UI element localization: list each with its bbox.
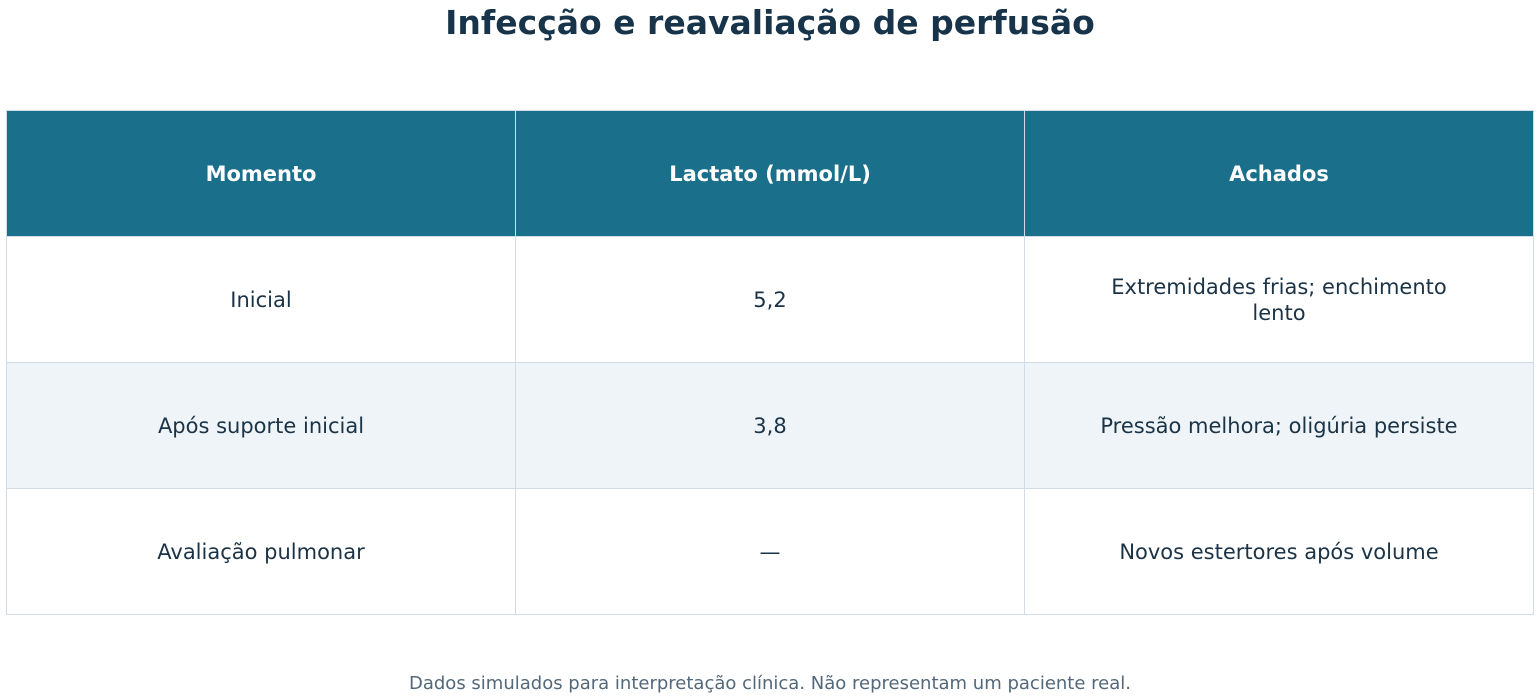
- table-row: Avaliação pulmonar — Novos estertores ap…: [6, 488, 1534, 615]
- table-cell: Pressão melhora; oligúria persiste: [1024, 362, 1534, 489]
- header-cell-lactato: Lactato (mmol/L): [515, 110, 1025, 237]
- table-cell: Após suporte inicial: [6, 362, 516, 489]
- table-cell: Novos estertores após volume: [1024, 488, 1534, 615]
- header-cell-achados: Achados: [1024, 110, 1534, 237]
- table-cell: 5,2: [515, 236, 1025, 363]
- table-cell: Avaliação pulmonar: [6, 488, 516, 615]
- header-row: Momento Lactato (mmol/L) Achados: [6, 110, 1534, 237]
- chart-title: Infecção e reavaliação de perfusão: [445, 3, 1095, 42]
- table-cell: Inicial: [6, 236, 516, 363]
- table-cell: 3,8: [515, 362, 1025, 489]
- data-table: Momento Lactato (mmol/L) Achados Inicial…: [6, 110, 1534, 615]
- table-cell: Extremidades frias; enchimento lento: [1024, 236, 1534, 363]
- header-cell-momento: Momento: [6, 110, 516, 237]
- table-row: Inicial 5,2 Extremidades frias; enchimen…: [6, 236, 1534, 363]
- table-row: Após suporte inicial 3,8 Pressão melhora…: [6, 362, 1534, 489]
- table-cell: —: [515, 488, 1025, 615]
- footnote: Dados simulados para interpretação clíni…: [408, 673, 1131, 694]
